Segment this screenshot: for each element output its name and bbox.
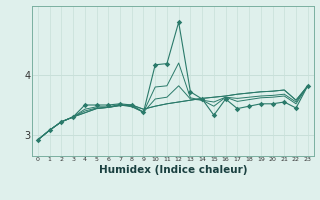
X-axis label: Humidex (Indice chaleur): Humidex (Indice chaleur)	[99, 165, 247, 175]
